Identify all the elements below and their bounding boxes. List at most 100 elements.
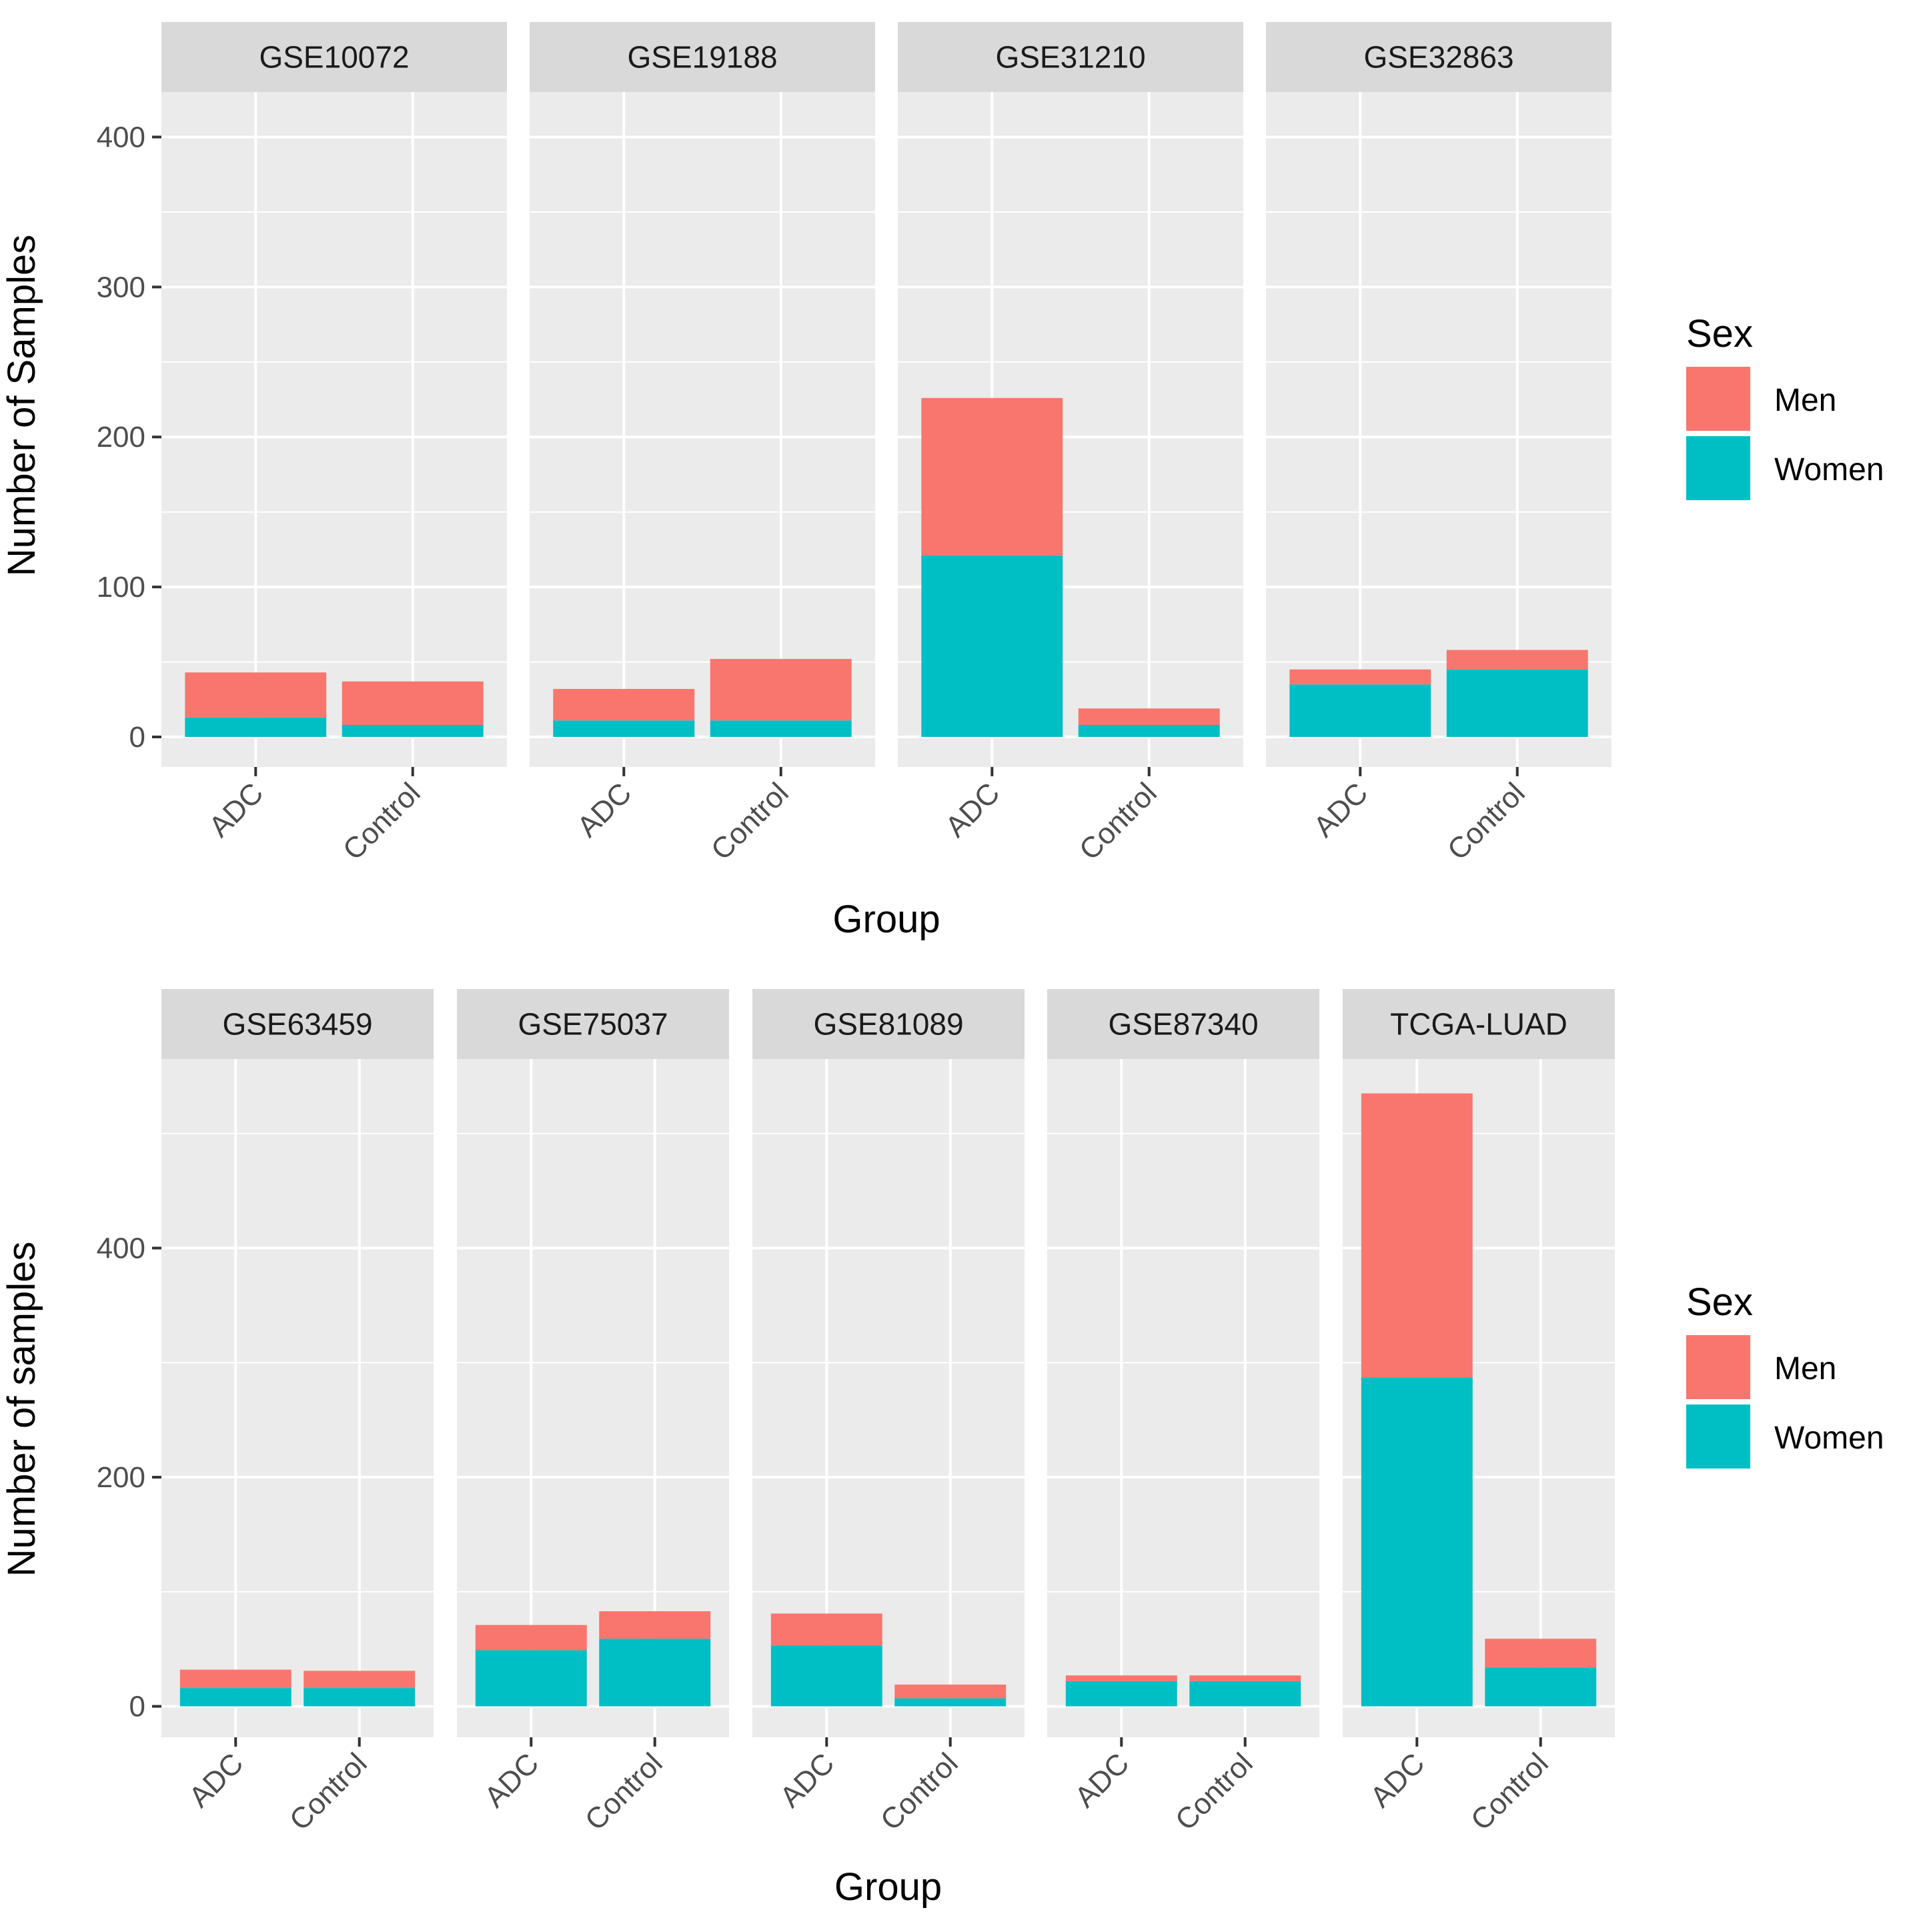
- bar-women-adc: [1361, 1377, 1473, 1707]
- x-tick-label: ADC: [774, 1747, 840, 1813]
- facet-strip-label: GSE75037: [518, 1007, 668, 1042]
- facet-strip-label: GSE31210: [995, 40, 1145, 75]
- facet-strip: [898, 22, 1243, 92]
- legend-label-women: Women: [1774, 1420, 1884, 1456]
- x-tick-label: Control: [1169, 1747, 1259, 1837]
- facet-strip-label: GSE10072: [259, 40, 409, 75]
- x-tick-label: Control: [1441, 776, 1531, 866]
- bar-men-control: [1189, 1675, 1301, 1681]
- x-tick-label: ADC: [183, 1747, 249, 1813]
- facet-GSE10072: GSE10072 ADC Control: [161, 22, 507, 866]
- x-tick-label: Control: [337, 776, 427, 866]
- x-tick-label: ADC: [478, 1747, 545, 1813]
- y-tick-label: 200: [97, 1461, 145, 1494]
- bar-women-adc: [770, 1645, 882, 1707]
- x-tick-label: Control: [1465, 1747, 1555, 1837]
- legend-label-men: Men: [1774, 1351, 1836, 1386]
- facet-GSE19188: GSE19188 ADC Control: [530, 22, 875, 866]
- bar-women-adc: [1065, 1681, 1177, 1707]
- chart-2: 0 200 400 Number of samples GSE63459 ADC Contr…: [0, 989, 1884, 1909]
- x-tick-label: ADC: [203, 776, 269, 843]
- panel-background: [161, 92, 507, 767]
- bar-men-adc: [1361, 1093, 1473, 1378]
- facet-GSE81089: GSE81089 ADC Control: [752, 989, 1025, 1837]
- facet-GSE87340: GSE87340 ADC Control: [1047, 989, 1319, 1837]
- legend-key-men: [1686, 1335, 1750, 1399]
- bar-men-adc: [770, 1613, 882, 1646]
- y-axis-title: Number of Samples: [0, 235, 43, 577]
- x-axis-title: Group: [832, 898, 940, 941]
- bar-women-adc: [179, 1688, 291, 1707]
- legend-title: Sex: [1686, 312, 1753, 355]
- facet-strip: [1343, 989, 1615, 1059]
- bar-women-control: [1189, 1681, 1301, 1707]
- x-tick-label: ADC: [571, 776, 638, 843]
- bar-men-control: [710, 659, 852, 721]
- facet-GSE75037: GSE75037 ADC Control: [457, 989, 729, 1837]
- bar-men-adc: [185, 672, 327, 718]
- legend: Sex Men Women: [1686, 312, 1884, 500]
- facet-TCGA-LUAD: TCGA-LUAD ADC Control: [1343, 989, 1615, 1837]
- bar-women-control: [894, 1698, 1007, 1707]
- legend-key-men: [1686, 367, 1750, 431]
- legend-key-women: [1686, 436, 1750, 500]
- bar-men-control: [1485, 1639, 1597, 1668]
- y-tick-label: 0: [129, 1691, 145, 1723]
- facet-strip-label: GSE81089: [813, 1007, 963, 1042]
- bar-men-control: [599, 1611, 711, 1639]
- x-tick-label: ADC: [1364, 1747, 1431, 1813]
- legend: Sex Men Women: [1686, 1280, 1884, 1469]
- bar-women-control: [1078, 725, 1220, 738]
- bar-men-adc: [553, 689, 695, 721]
- bar-women-control: [1446, 669, 1588, 738]
- facet-strip-label: GSE32863: [1363, 40, 1513, 75]
- facet-strip: [161, 989, 434, 1059]
- bar-men-adc: [179, 1669, 291, 1689]
- facet-strip: [752, 989, 1025, 1059]
- x-tick-label: Control: [705, 776, 795, 866]
- bar-men-control: [1078, 708, 1220, 726]
- bar-women-adc: [475, 1650, 587, 1707]
- x-tick-label: Control: [283, 1747, 374, 1837]
- facet-strip-label: GSE19188: [627, 40, 777, 75]
- x-tick-label: ADC: [1069, 1747, 1135, 1813]
- facet-strip-label: GSE87340: [1108, 1007, 1258, 1042]
- bar-men-control: [1446, 650, 1588, 670]
- bar-men-adc: [475, 1625, 587, 1651]
- bar-women-adc: [185, 717, 327, 738]
- panel-background: [530, 92, 875, 767]
- bar-women-adc: [553, 720, 695, 738]
- chart-1: 0 100 200 300 400 Number of Samples GSE10072 AD…: [0, 22, 1884, 941]
- facet-GSE32863: GSE32863 ADC Control: [1266, 22, 1612, 866]
- legend-label-men: Men: [1774, 383, 1836, 418]
- facet-strip: [457, 989, 729, 1059]
- bar-women-control: [1485, 1667, 1597, 1707]
- x-axis-title: Group: [834, 1865, 942, 1909]
- y-tick-label: 0: [129, 721, 145, 754]
- y-tick-label: 400: [97, 1232, 145, 1264]
- y-tick-label: 200: [97, 421, 145, 453]
- x-tick-label: ADC: [939, 776, 1006, 843]
- legend-label-women: Women: [1774, 452, 1884, 488]
- facet-strip-label: TCGA-LUAD: [1390, 1007, 1567, 1042]
- bar-women-adc: [1289, 684, 1431, 738]
- bar-men-adc: [921, 397, 1063, 556]
- y-tick-label: 400: [97, 121, 145, 153]
- facet-strip: [530, 22, 875, 92]
- y-tick-label: 300: [97, 271, 145, 303]
- bar-women-control: [599, 1639, 711, 1707]
- facet-GSE31210: GSE31210 ADC Control: [898, 22, 1243, 866]
- y-axis-title: Number of samples: [0, 1242, 43, 1577]
- x-tick-label: Control: [874, 1747, 965, 1837]
- panel-background: [161, 1059, 434, 1737]
- bar-men-control: [303, 1671, 416, 1689]
- bar-men-adc: [1065, 1675, 1177, 1681]
- x-tick-label: ADC: [1307, 776, 1374, 843]
- x-tick-label: Control: [1073, 776, 1163, 866]
- bar-men-control: [342, 681, 484, 726]
- bar-women-adc: [921, 555, 1063, 738]
- facet-strip: [161, 22, 507, 92]
- y-tick-label: 100: [97, 571, 145, 604]
- legend-title: Sex: [1686, 1280, 1753, 1324]
